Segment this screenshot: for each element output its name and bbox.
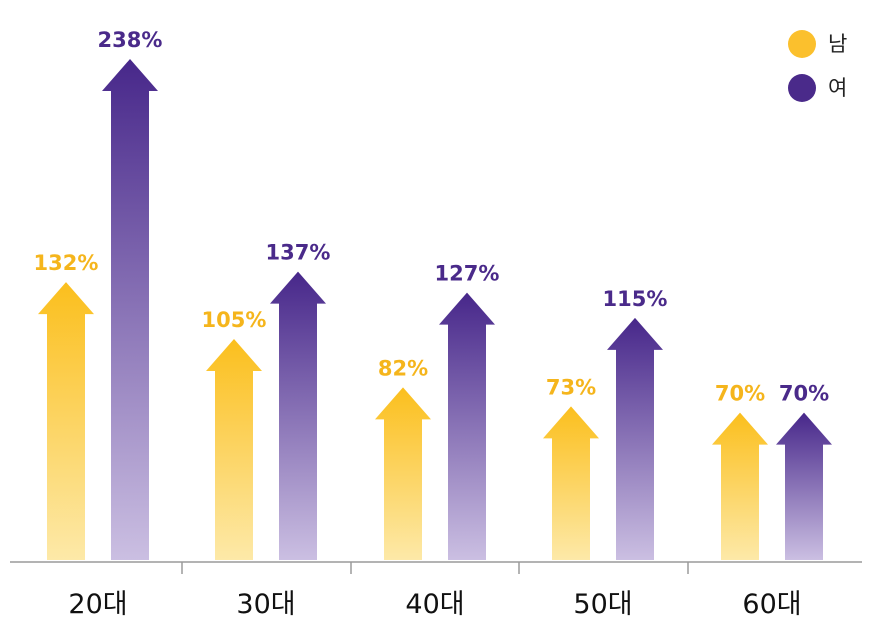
bar-arrow-female-1 <box>270 271 326 560</box>
value-label-male-1: 105% <box>202 308 267 332</box>
bars-group <box>38 59 832 560</box>
value-label-male-2: 82% <box>378 356 428 380</box>
legend-dot-female <box>788 74 816 102</box>
legend-label-female: 여 <box>828 76 848 100</box>
bar-arrow-male-1 <box>206 338 262 560</box>
bar-arrow-male-3 <box>543 406 599 560</box>
bar-arrow-female-3 <box>607 317 663 560</box>
value-label-female-2: 127% <box>435 262 500 286</box>
category-label-1: 30대 <box>236 589 295 620</box>
category-label-2: 40대 <box>405 589 464 620</box>
legend-dot-male <box>788 30 816 58</box>
bar-arrow-male-0 <box>38 282 94 560</box>
value-labels-group: 132% 105% 82% 73% 70% 238% 137% 127% 115% 70% <box>34 28 830 406</box>
bar-arrow-female-0 <box>102 59 158 560</box>
category-labels-group: 20대 30대 40대 50대 60대 <box>68 589 801 620</box>
axis-ticks-group <box>181 562 689 574</box>
category-label-0: 20대 <box>68 589 127 620</box>
value-label-male-0: 132% <box>34 251 99 275</box>
category-label-4: 60대 <box>742 589 801 620</box>
value-label-female-1: 137% <box>266 241 331 265</box>
value-label-female-3: 115% <box>603 287 668 311</box>
bar-arrow-female-2 <box>439 292 495 560</box>
value-label-male-3: 73% <box>546 375 596 399</box>
legend-label-male: 남 <box>828 32 848 56</box>
value-label-female-0: 238% <box>98 28 163 52</box>
value-label-male-4: 70% <box>715 382 765 406</box>
bar-arrow-female-4 <box>776 412 832 560</box>
bar-arrow-male-2 <box>375 387 431 560</box>
value-label-female-4: 70% <box>779 382 829 406</box>
category-label-3: 50대 <box>573 589 632 620</box>
bar-arrow-male-4 <box>712 412 768 560</box>
